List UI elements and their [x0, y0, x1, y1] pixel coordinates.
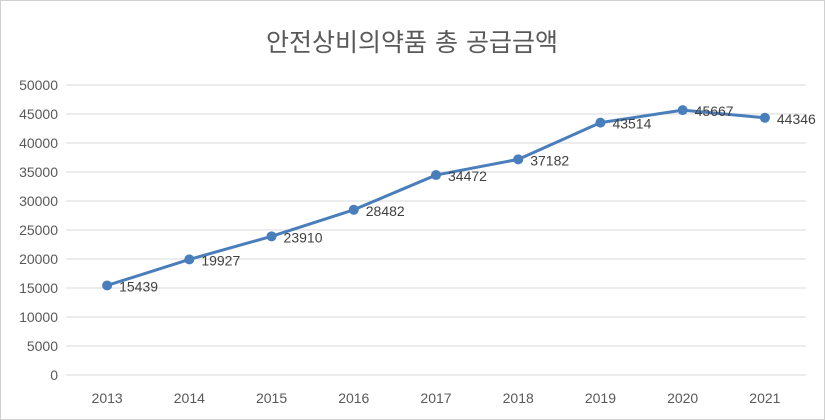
data-label: 23910: [284, 229, 323, 245]
data-point: [102, 280, 113, 291]
x-tick-label: 2020: [667, 390, 698, 406]
x-axis-tick-labels: 2013 2014 2015 2016 2017 2018 2019 2020 2021: [92, 390, 781, 406]
y-axis-tick-labels: 0 5000 10000 15000 20000 25000 30000 35000 40000…: [19, 77, 58, 383]
data-label: 19927: [201, 252, 240, 268]
data-points: [102, 105, 770, 291]
data-point: [348, 204, 359, 215]
x-tick-label: 2018: [503, 390, 534, 406]
data-point: [677, 105, 688, 116]
y-tick-label: 15000: [19, 280, 58, 296]
data-label: 43514: [612, 116, 651, 132]
y-tick-label: 35000: [19, 164, 58, 180]
data-label: 34472: [448, 168, 487, 184]
y-tick-label: 30000: [19, 193, 58, 209]
y-tick-label: 25000: [19, 222, 58, 238]
gridlines: [66, 84, 806, 376]
y-tick-label: 45000: [19, 106, 58, 122]
data-point: [595, 117, 606, 128]
y-tick-label: 20000: [19, 251, 58, 267]
y-tick-label: 5000: [27, 338, 58, 354]
x-tick-label: 2014: [174, 390, 205, 406]
x-tick-label: 2017: [420, 390, 451, 406]
x-tick-label: 2016: [338, 390, 369, 406]
y-tick-label: 0: [50, 367, 58, 383]
y-tick-label: 50000: [19, 77, 58, 93]
y-tick-label: 10000: [19, 309, 58, 325]
y-tick-label: 40000: [19, 135, 58, 151]
chart-title: 안전상비의약품 총 공급금액: [266, 28, 558, 57]
data-label: 45667: [695, 103, 734, 119]
data-point: [266, 231, 277, 242]
x-tick-label: 2013: [92, 390, 123, 406]
data-label: 28482: [366, 203, 405, 219]
data-labels: 15439 19927 23910 28482 34472 37182 43514 45667…: [119, 103, 816, 294]
data-label: 37182: [530, 152, 569, 168]
data-point: [184, 254, 195, 265]
data-label: 44346: [777, 111, 816, 127]
data-label: 15439: [119, 278, 158, 294]
data-point: [431, 170, 441, 181]
x-tick-label: 2015: [256, 390, 287, 406]
data-point: [513, 154, 524, 165]
x-tick-label: 2019: [585, 390, 616, 406]
data-point: [759, 112, 770, 123]
x-tick-label: 2021: [749, 390, 780, 406]
